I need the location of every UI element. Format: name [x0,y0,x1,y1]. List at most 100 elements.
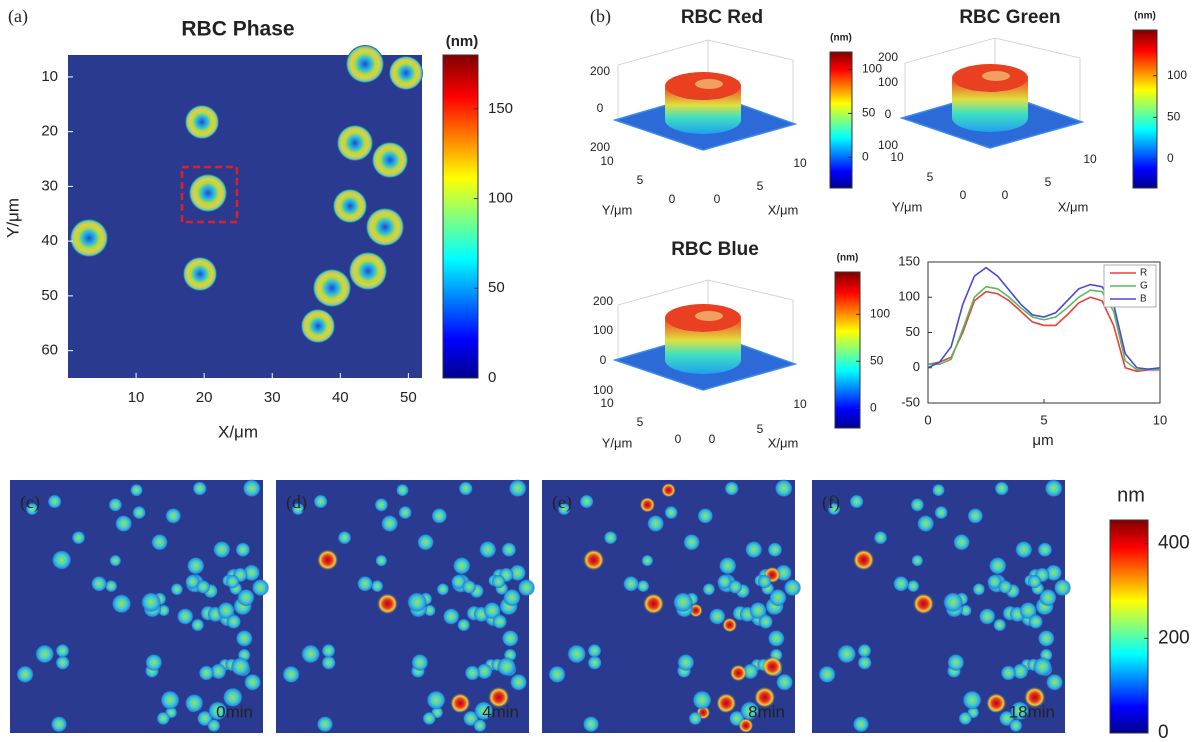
cell [1046,674,1063,691]
cell [784,579,801,596]
y-tick-label: 0 [913,359,920,374]
cell [967,508,983,524]
cell [115,515,132,532]
x-axis-label: X/μm [768,435,799,450]
cell [703,583,716,596]
cell [588,644,602,658]
cell [437,583,450,596]
cell [719,557,737,575]
x-tick-label: 30 [264,389,281,406]
cell [692,690,711,709]
colorbar-tick-label: 100 [870,306,890,320]
x-axis-label: X/μm [218,422,258,441]
y-tick-label: 40 [41,232,58,249]
time-label: 4min [482,702,519,721]
cell [583,549,605,571]
cell [661,483,676,498]
cell [346,45,384,83]
colorbar [830,52,852,188]
z-tick-label: 0 [597,101,604,115]
cell [1037,542,1052,557]
cell [497,657,516,676]
cell [677,654,694,671]
cell [171,583,184,596]
z-tick-label: 200 [590,140,610,154]
cell [252,579,269,596]
cell [236,630,253,647]
cell [986,693,1007,714]
colorbar [835,272,860,428]
legend-label: G [1140,281,1148,292]
cell [226,614,241,629]
cell [874,531,888,545]
y-tick-label: 0 [669,192,676,206]
cell [226,575,240,589]
y-tick-label: 60 [41,342,58,359]
y-tick-label: 50 [41,287,58,304]
colorbar-tick-label: 100 [1167,68,1187,82]
cell [156,712,170,726]
cell [372,142,408,178]
y-axis-label: Y/μm [3,198,22,238]
cell [443,608,460,625]
cell [322,656,336,670]
y-tick-label: 5 [927,170,934,184]
cell [639,497,655,513]
colorbar-tick-label: 0 [488,369,496,386]
cell [858,644,872,658]
x-tick-label: 5 [1040,412,1047,427]
cell [160,690,179,709]
cell [647,515,664,532]
cell [109,555,121,567]
surface-title: RBC Blue [671,239,759,260]
x-tick-label: 10 [1083,152,1097,166]
cell [501,542,516,557]
cell [193,481,207,495]
cell [953,534,970,551]
panel-label: (f) [822,492,840,513]
colorbar-label: (nm) [1134,11,1156,22]
cell [333,189,367,223]
y-tick-label: 20 [41,123,58,140]
cell [979,608,996,625]
x-tick-label: 5 [757,179,764,193]
colorbar-label: (nm) [837,253,859,264]
panel-label: (c) [20,492,40,513]
cell [389,56,423,90]
cell [913,593,935,615]
colorbar-tick-label: 50 [488,279,505,296]
cell [407,592,427,612]
z-tick-label: 100 [593,323,613,337]
x-axis-label: X/μm [1058,199,1089,214]
y-tick-label: 5 [637,173,644,187]
cell [431,508,447,524]
cell [518,579,535,596]
cell [317,549,339,571]
colorbar-tick-label: 50 [870,353,884,367]
cell [768,630,785,647]
cell [762,656,783,677]
colorbar-label: (nm) [446,33,479,50]
cell [775,479,793,497]
cell [818,666,836,684]
cell [189,174,227,212]
time-label: 0min [216,702,253,721]
cell [697,508,713,524]
y-tick-label: 10 [890,150,904,164]
cell [730,664,747,681]
x-tick-label: 0 [924,412,931,427]
cell [641,555,653,567]
x-tick-label: 40 [332,389,349,406]
figure: (a) RBC Phase X/μm Y/μm (nm) (b) μm nm 1… [0,0,1199,742]
cell [51,716,68,733]
cell [588,656,602,670]
z-tick-label: 100 [593,383,613,397]
legend-label: R [1140,268,1147,279]
cell [465,665,480,680]
cell [853,716,870,733]
colorbar-tick-label: 0 [870,400,877,414]
cell [314,494,328,508]
colorbar-label: nm [1117,484,1145,506]
cell [244,674,261,691]
cell [1001,665,1016,680]
